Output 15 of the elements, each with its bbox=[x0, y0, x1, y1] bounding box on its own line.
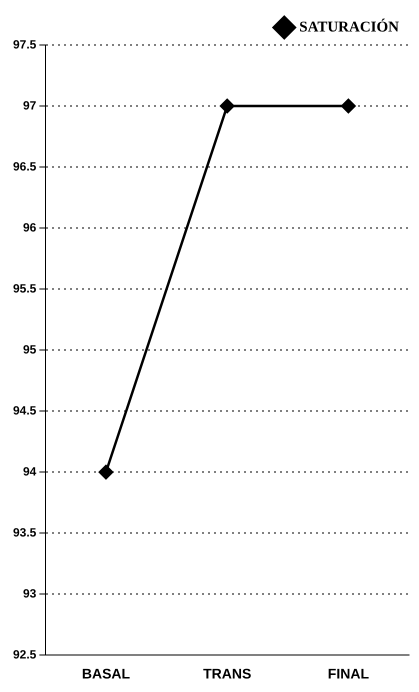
x-tick-label: BASAL bbox=[82, 665, 131, 682]
y-tick-label: 95 bbox=[22, 342, 37, 356]
x-tick-label: FINAL bbox=[328, 665, 370, 682]
y-tick-label: 97 bbox=[22, 98, 37, 112]
y-tick-label: 96.5 bbox=[12, 159, 37, 174]
y-tick-label: 94 bbox=[22, 464, 37, 478]
y-tick-label: 96 bbox=[22, 220, 37, 234]
y-tick-label: 93 bbox=[22, 586, 37, 600]
y-tick-label: 93.5 bbox=[12, 525, 37, 540]
y-tick-label: 92.5 bbox=[12, 648, 37, 662]
legend-label: SATURACIÓN bbox=[299, 18, 400, 36]
y-tick-label: 95.5 bbox=[12, 281, 37, 296]
y-tick-label: 97.5 bbox=[12, 37, 37, 52]
x-tick-label: TRANS bbox=[203, 665, 252, 682]
y-tick-label: 94.5 bbox=[12, 403, 37, 418]
